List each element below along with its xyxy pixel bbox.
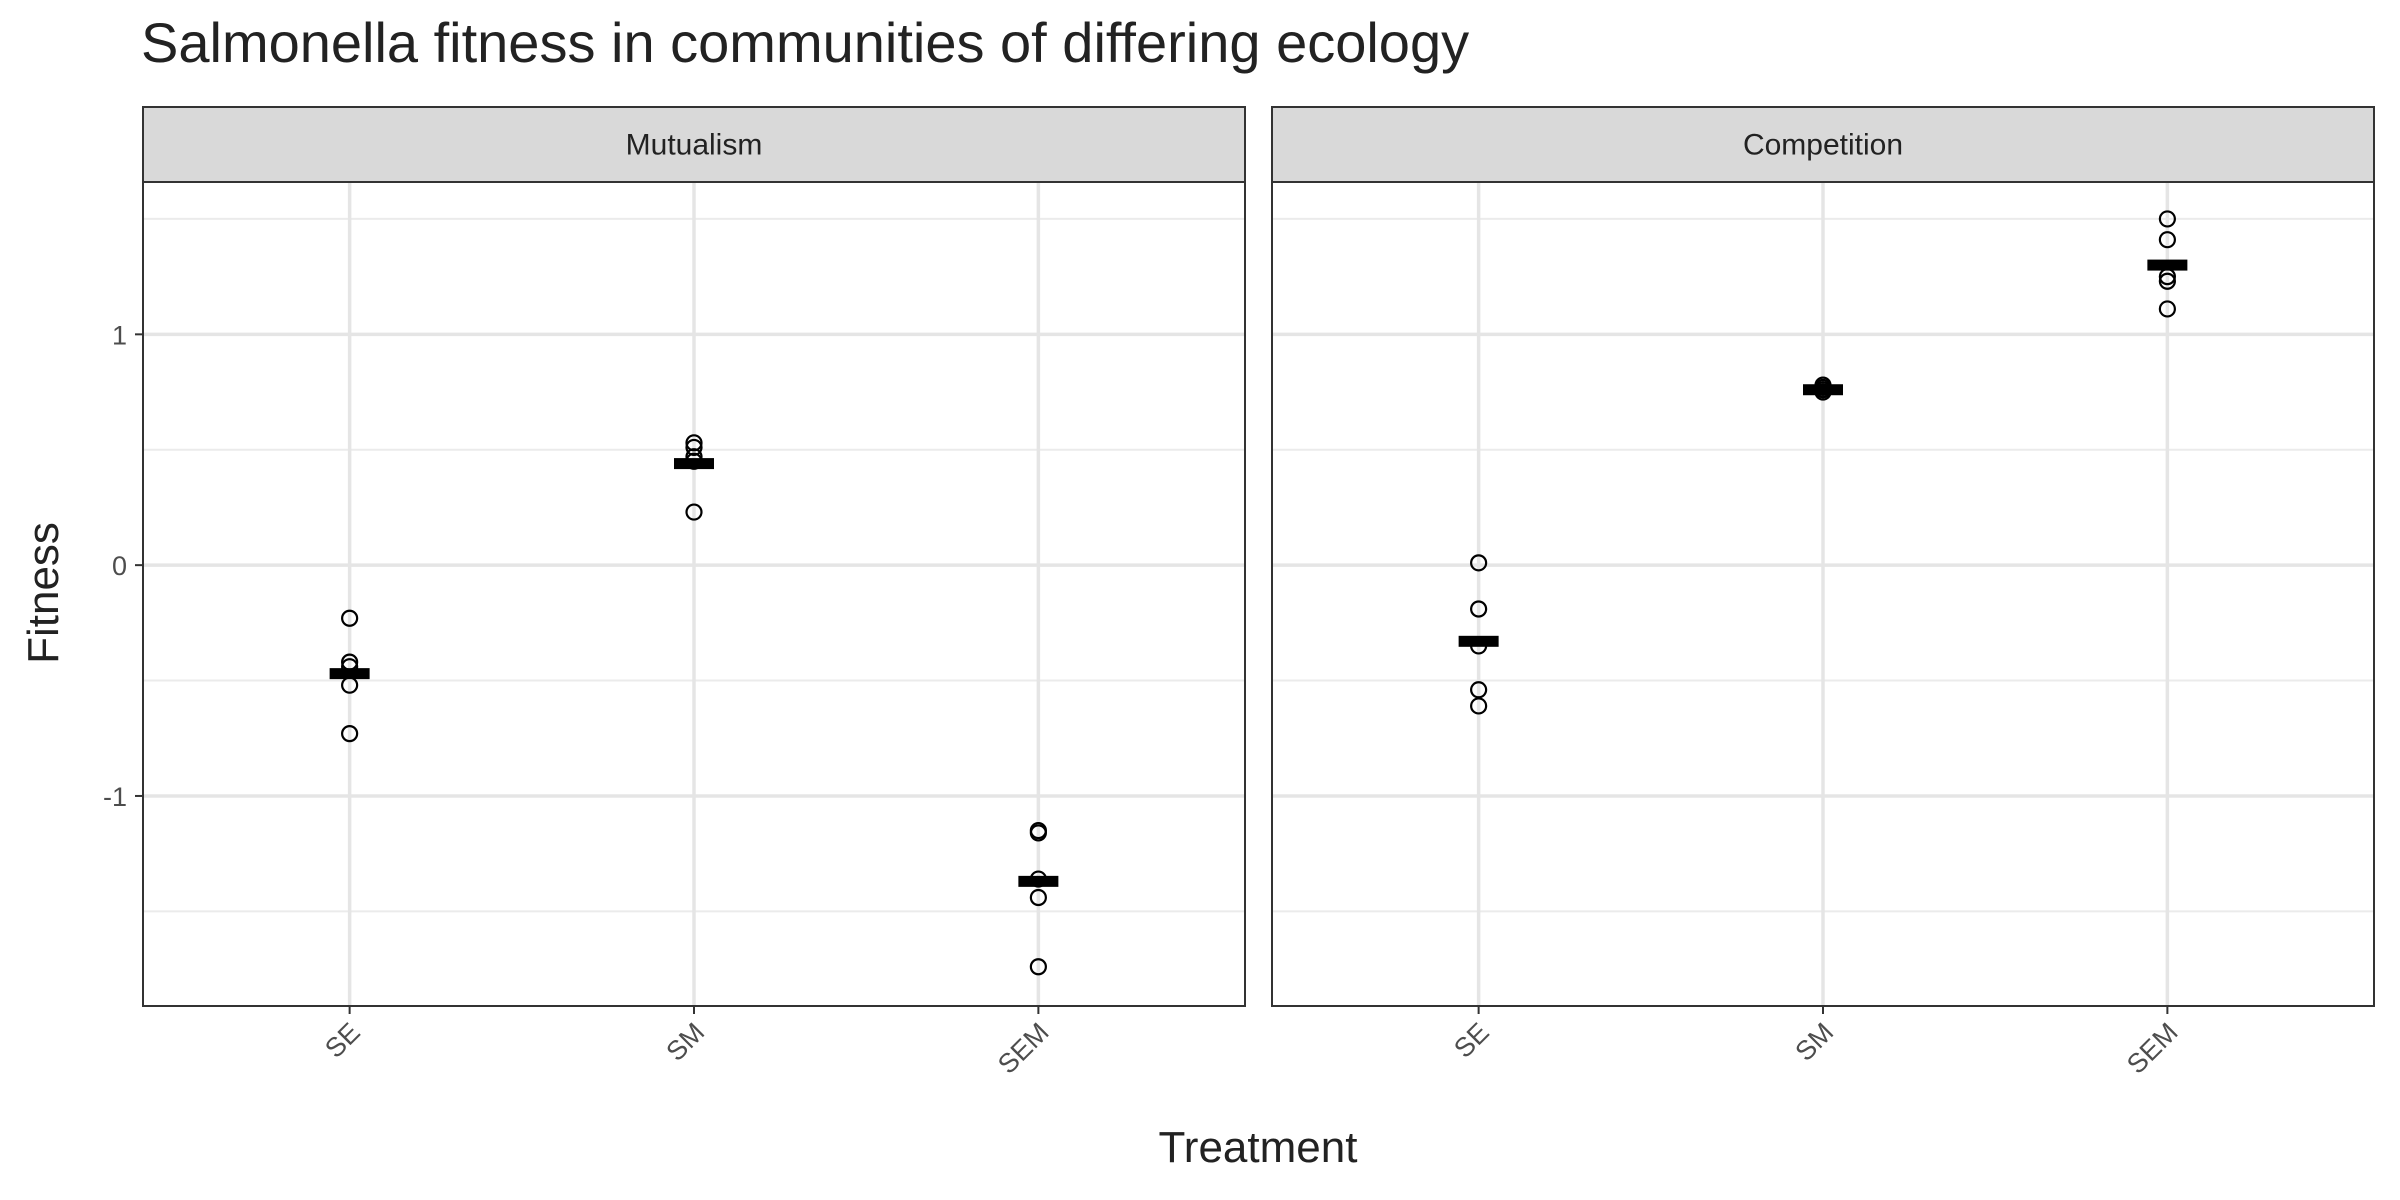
data-point — [341, 725, 359, 743]
data-point — [685, 438, 703, 457]
data-point — [1029, 888, 1047, 907]
facet-title: Competition — [1743, 129, 1903, 162]
data-point — [685, 434, 703, 452]
mean-bar — [1458, 635, 1499, 647]
y-tick-label: -1 — [103, 782, 127, 812]
mean-bar — [674, 458, 714, 470]
mean-bar — [1018, 875, 1059, 887]
x-tick-label: SE — [1448, 1017, 1495, 1064]
x-tick-label: SEM — [992, 1017, 1055, 1080]
data-point — [2158, 300, 2176, 318]
data-point — [2158, 272, 2176, 290]
x-tick-label: SE — [319, 1017, 366, 1064]
data-point — [1029, 958, 1047, 976]
facet-title: Mutualism — [626, 129, 763, 162]
y-tick-label: 0 — [112, 551, 127, 581]
facet-strip — [142, 106, 1246, 183]
x-tick-label: SM — [660, 1017, 710, 1067]
y-tick-label: 1 — [112, 320, 127, 350]
data-point — [1029, 824, 1047, 842]
mean-bar — [1803, 384, 1843, 396]
x-axis-label: Treatment — [1159, 1123, 1358, 1172]
x-tick-label: SM — [1789, 1017, 1839, 1067]
data-point — [341, 609, 359, 627]
data-point — [2158, 231, 2176, 249]
data-point — [1470, 600, 1488, 618]
data-point — [685, 503, 703, 521]
y-axis-label: Fitness — [19, 522, 68, 664]
mean-bar — [2147, 259, 2188, 271]
data-point — [1470, 697, 1488, 715]
chart-title: Salmonella fitness in communities of dif… — [141, 11, 1469, 74]
data-point — [1470, 554, 1488, 572]
data-point — [1470, 681, 1488, 699]
x-tick-label: SEM — [2121, 1017, 2184, 1080]
data-point — [2158, 210, 2176, 228]
mean-bar — [329, 668, 370, 680]
